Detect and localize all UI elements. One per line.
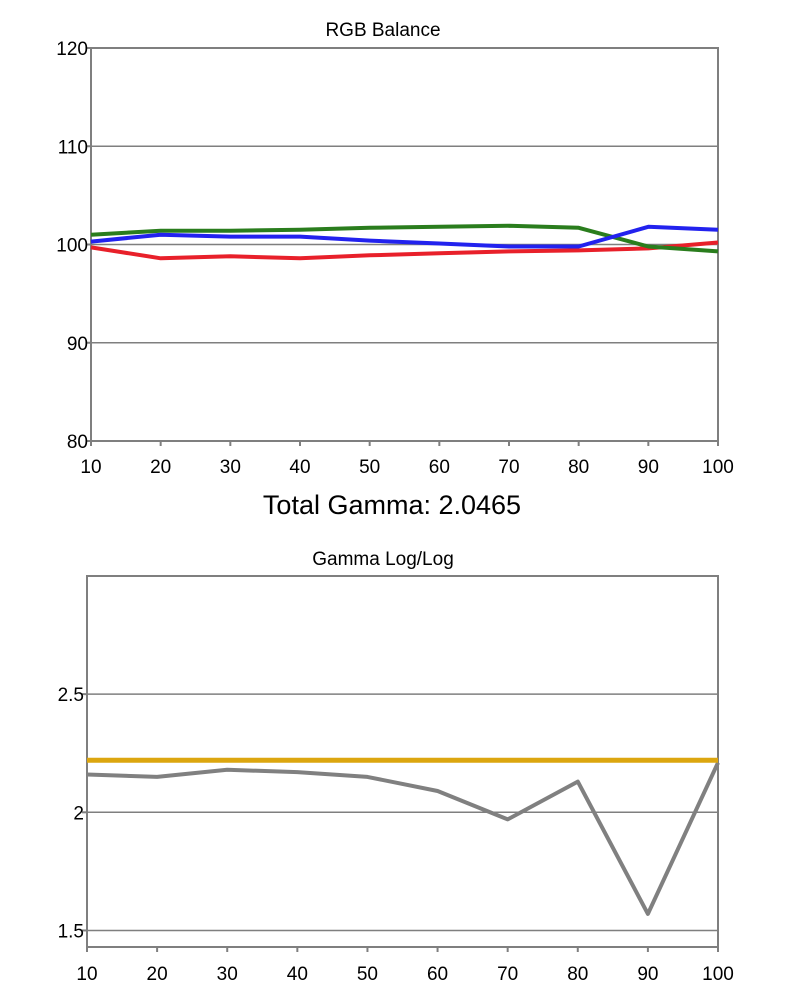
gamma-xtick-label: 20: [147, 964, 168, 985]
rgb-series-line-0: [90, 240, 719, 261]
total-gamma-label: Total Gamma: 2.0465: [262, 490, 522, 520]
rgb-xtick-label: 10: [80, 457, 101, 478]
rgb-ytick-label: 120: [56, 39, 88, 60]
rgb-balance-title: RGB Balance: [325, 20, 441, 41]
gamma-xtick-label: 30: [217, 964, 238, 985]
gamma-xtick-label: 100: [702, 964, 734, 985]
gamma-xtick-label: 60: [427, 964, 448, 985]
gamma-loglog-title: Gamma Log/Log: [312, 549, 454, 570]
gamma-series-line-0: [86, 761, 720, 916]
rgb-ytick-label: 90: [67, 334, 88, 355]
rgb-xtick-label: 20: [150, 457, 171, 478]
gamma-xtick-label: 50: [357, 964, 378, 985]
rgb-ytick-label: 110: [58, 137, 88, 158]
rgb-ytick-label: 80: [67, 432, 88, 453]
rgb-xtick-label: 30: [220, 457, 241, 478]
rgb-ytick-label: 100: [56, 236, 88, 257]
gamma-xtick-label: 70: [497, 964, 518, 985]
gamma-xtick-label: 40: [287, 964, 308, 985]
gamma-ytick-label: 1.5: [58, 921, 84, 942]
rgb-xtick-label: 90: [638, 457, 659, 478]
gamma-xtick-label: 80: [567, 964, 588, 985]
rgb-xtick-label: 60: [429, 457, 450, 478]
rgb-xtick-label: 80: [568, 457, 589, 478]
gamma-xtick-label: 90: [637, 964, 658, 985]
rgb-xtick-label: 40: [289, 457, 310, 478]
rgb-xtick-label: 100: [702, 457, 734, 478]
rgb-series-line-2: [90, 224, 719, 249]
rgb-xtick-label: 70: [498, 457, 519, 478]
gamma-xtick-label: 10: [76, 964, 97, 985]
gamma-ytick-label: 2.5: [58, 685, 84, 706]
gamma-ytick-label: 2: [73, 803, 84, 824]
rgb-xtick-label: 50: [359, 457, 380, 478]
